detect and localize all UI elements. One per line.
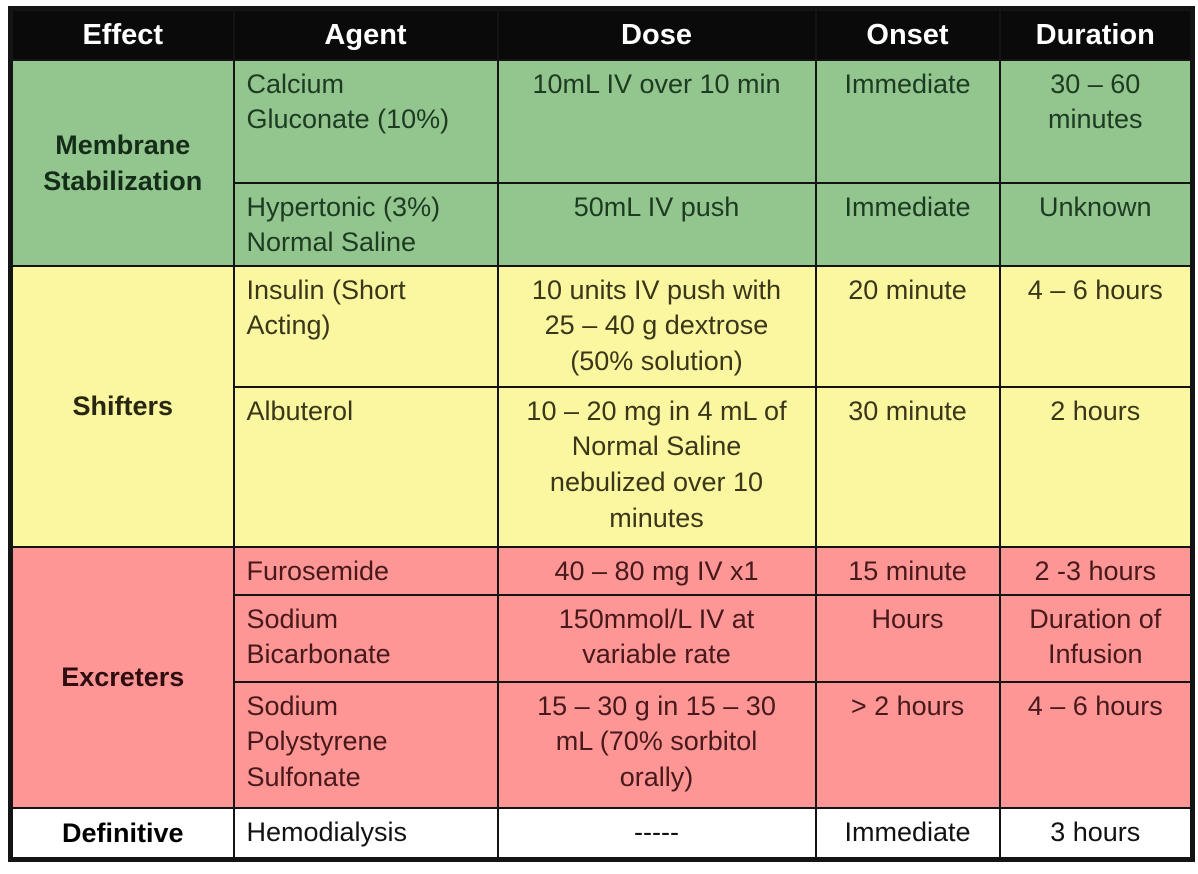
onset-cell: Immediate [814, 181, 1001, 267]
agent-cell: Hypertonic (3%) Normal Saline [232, 181, 499, 267]
duration-cell: 4 – 6 hours [998, 264, 1194, 388]
dose-cell: 50mL IV push [496, 181, 817, 267]
duration-cell: Duration of Infusion [998, 593, 1194, 683]
duration-cell: 3 hours [998, 806, 1194, 861]
duration-cell: Unknown [998, 181, 1194, 267]
header-cell-onset: Onset [814, 7, 1001, 61]
header-cell-agent: Agent [232, 7, 499, 61]
onset-cell: Immediate [814, 58, 1001, 184]
table-row: Excreters Furosemide 40 – 80 mg IV x1 15… [9, 545, 1194, 809]
table-row: Definitive Hemodialysis ----- Immediate … [9, 806, 1194, 861]
effect-cell-excreters: Excreters [9, 545, 235, 809]
agent-cell: Calcium Gluconate (10%) [232, 58, 499, 184]
duration-cell: 2 -3 hours [998, 545, 1194, 596]
duration-cell: 30 – 60 minutes [998, 58, 1194, 184]
table-row: Albuterol 10 – 20 mg in 4 mL of Normal S… [11, 385, 1194, 548]
onset-cell: 20 minute [814, 264, 1001, 388]
onset-cell: 30 minute [814, 385, 1001, 548]
table-row: Hypertonic (3%) Normal Saline 50mL IV pu… [11, 181, 1194, 267]
onset-cell: 15 minute [814, 545, 1001, 596]
dose-cell: 40 – 80 mg IV x1 [496, 545, 817, 596]
agent-cell: Sodium Bicarbonate [232, 593, 499, 683]
dose-cell: 10mL IV over 10 min [496, 58, 817, 184]
agent-cell: Furosemide [232, 545, 499, 596]
table-row: Sodium Polystyrene Sulfonate 15 – 30 g i… [11, 680, 1194, 809]
duration-cell: 4 – 6 hours [998, 680, 1194, 809]
effect-cell-membrane-stabilization: Membrane Stabilization [9, 58, 235, 267]
agent-cell: Hemodialysis [232, 806, 499, 861]
effect-cell-definitive: Definitive [9, 806, 235, 861]
header-cell-duration: Duration [998, 7, 1194, 61]
hyperkalemia-treatment-table: Effect Agent Dose Onset Duration Membran… [8, 6, 1195, 863]
table-row: Membrane Stabilization Calcium Gluconate… [9, 58, 1194, 267]
header-cell-effect: Effect [9, 7, 235, 61]
onset-cell: Immediate [814, 806, 1001, 861]
dose-cell: 150mmol/L IV at variable rate [496, 593, 817, 683]
header-cell-dose: Dose [496, 7, 817, 61]
dose-cell: 10 units IV push with 25 – 40 g dextrose… [496, 264, 817, 388]
onset-cell: > 2 hours [814, 680, 1001, 809]
effect-cell-shifters: Shifters [9, 264, 235, 548]
table-row: Sodium Bicarbonate 150mmol/L IV at varia… [11, 593, 1194, 683]
dose-cell: 15 – 30 g in 15 – 30 mL (70% sorbitol or… [496, 680, 817, 809]
agent-cell: Albuterol [232, 385, 499, 548]
header-row: Effect Agent Dose Onset Duration [9, 7, 1194, 61]
table-row: Shifters Insulin (Short Acting) 10 units… [9, 264, 1194, 548]
dose-cell: ----- [496, 806, 817, 861]
duration-cell: 2 hours [998, 385, 1194, 548]
agent-cell: Sodium Polystyrene Sulfonate [232, 680, 499, 809]
onset-cell: Hours [814, 593, 1001, 683]
dose-cell: 10 – 20 mg in 4 mL of Normal Saline nebu… [496, 385, 817, 548]
agent-cell: Insulin (Short Acting) [232, 264, 499, 388]
